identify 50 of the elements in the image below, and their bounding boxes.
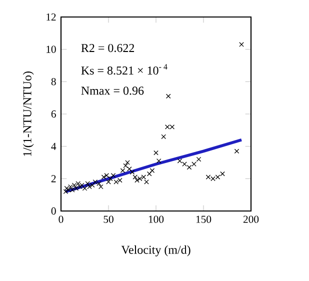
y-tick-label: 10 — [46, 46, 56, 53]
x-tick-label: 150 — [196, 216, 212, 223]
annotation: Nmax = 0.96 — [81, 86, 144, 95]
point — [114, 179, 119, 184]
point — [125, 160, 130, 165]
point — [106, 179, 111, 184]
point — [126, 166, 132, 172]
point — [150, 168, 155, 173]
point — [196, 156, 202, 162]
point — [220, 171, 225, 176]
y-tick-label: 2 — [51, 175, 56, 182]
point — [66, 188, 72, 192]
point — [98, 184, 104, 190]
point — [182, 162, 187, 167]
point — [239, 42, 244, 47]
point — [186, 164, 192, 170]
x-axis-title: Velocity (m/d) — [121, 245, 190, 256]
point — [192, 162, 196, 167]
annotation: R2 = 0.622 — [81, 44, 134, 52]
x-tick-label: 50 — [104, 216, 114, 223]
point — [144, 179, 149, 184]
y-axis-title: 1/(1-NTU/NTUo) — [22, 72, 34, 156]
y-tick-label: 6 — [51, 110, 56, 118]
annotation: Ks = 8.521 × 10$^{- 4}$ — [81, 64, 168, 75]
point — [123, 163, 128, 168]
point — [177, 158, 182, 164]
point — [154, 150, 158, 156]
y-tick-label: 0 — [51, 207, 56, 215]
x-tick-label: 100 — [148, 216, 164, 223]
point — [63, 189, 68, 194]
point — [92, 179, 98, 184]
point — [96, 181, 102, 186]
point — [166, 94, 171, 99]
y-tick-label: 8 — [51, 78, 56, 86]
point — [134, 178, 140, 183]
y-tick-label: 12 — [46, 13, 56, 21]
point — [234, 148, 240, 154]
y-tick-label: 4 — [51, 142, 56, 150]
x-tick-label: 0 — [58, 216, 64, 223]
point — [156, 158, 162, 164]
point — [117, 178, 122, 183]
point — [108, 176, 113, 182]
point — [101, 174, 106, 180]
point — [130, 170, 135, 175]
point — [146, 171, 152, 176]
point — [141, 174, 146, 180]
x-tick-label: 200 — [243, 216, 259, 223]
point — [120, 168, 126, 173]
point — [161, 134, 166, 140]
point — [76, 181, 81, 186]
